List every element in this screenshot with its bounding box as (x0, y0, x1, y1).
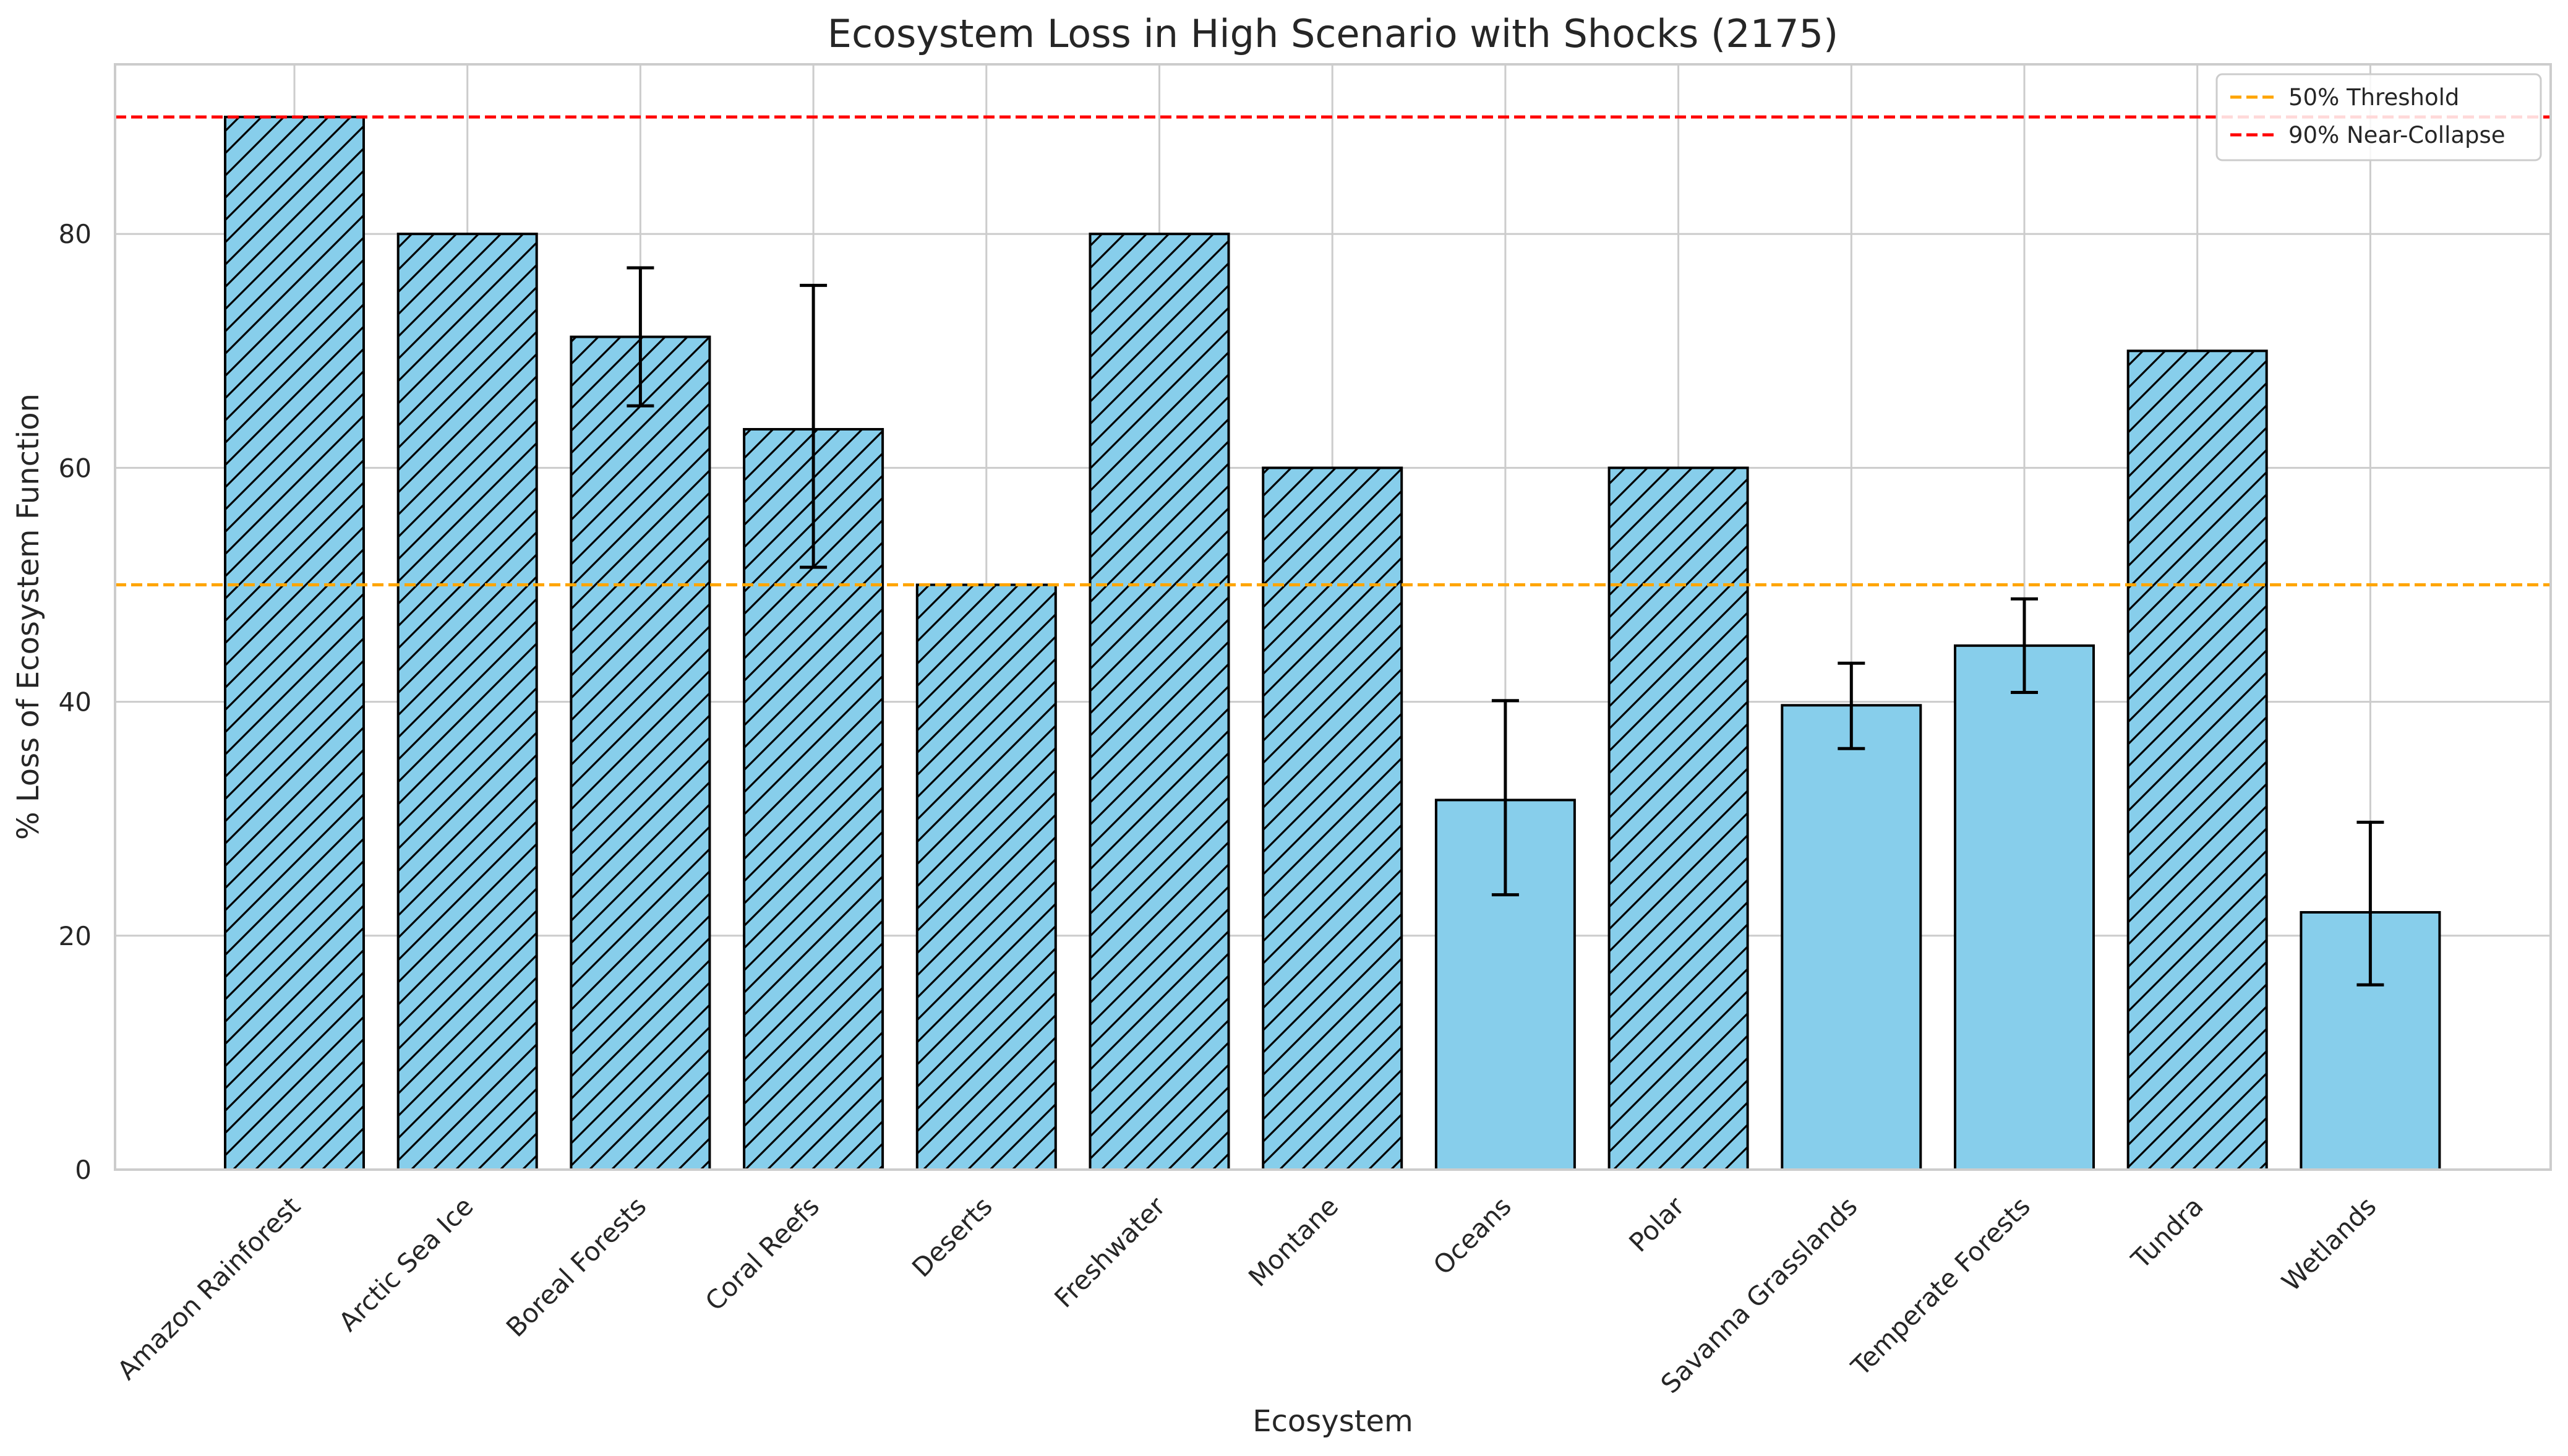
bar (1955, 645, 2094, 1170)
legend: 50% Threshold 90% Near-Collapse (2215, 73, 2542, 161)
bar-hatch (1090, 234, 1229, 1170)
bar-hatch (2128, 351, 2267, 1170)
y-tick-label: 40 (59, 687, 92, 717)
y-tick-label: 80 (59, 219, 92, 249)
plot-frame (114, 63, 2552, 1171)
legend-label-near-collapse: 90% Near-Collapse (2288, 122, 2506, 148)
bar-hatch (571, 336, 710, 1170)
bar (1782, 705, 1921, 1170)
bar-hatch (1609, 468, 1748, 1170)
x-axis-label: Ecosystem (1252, 1404, 1413, 1439)
bar-hatch (398, 234, 537, 1170)
y-tick-label: 0 (75, 1155, 92, 1185)
y-tick-label: 20 (59, 921, 92, 951)
bar-hatch (1263, 468, 1402, 1170)
bar-hatch (917, 585, 1056, 1170)
y-tick-labels: 0 20 40 60 80 (59, 219, 92, 1185)
chart-title: Ecosystem Loss in High Scenario with Sho… (828, 11, 1838, 56)
reference-lines (115, 115, 2551, 586)
error-bars (627, 266, 2384, 987)
y-axis-label: % Loss of Ecosystem Function (11, 393, 46, 840)
legend-box (2215, 73, 2542, 161)
bar-hatch (225, 117, 364, 1170)
legend-label-threshold: 50% Threshold (2288, 84, 2459, 111)
y-tick-label: 60 (59, 453, 92, 483)
